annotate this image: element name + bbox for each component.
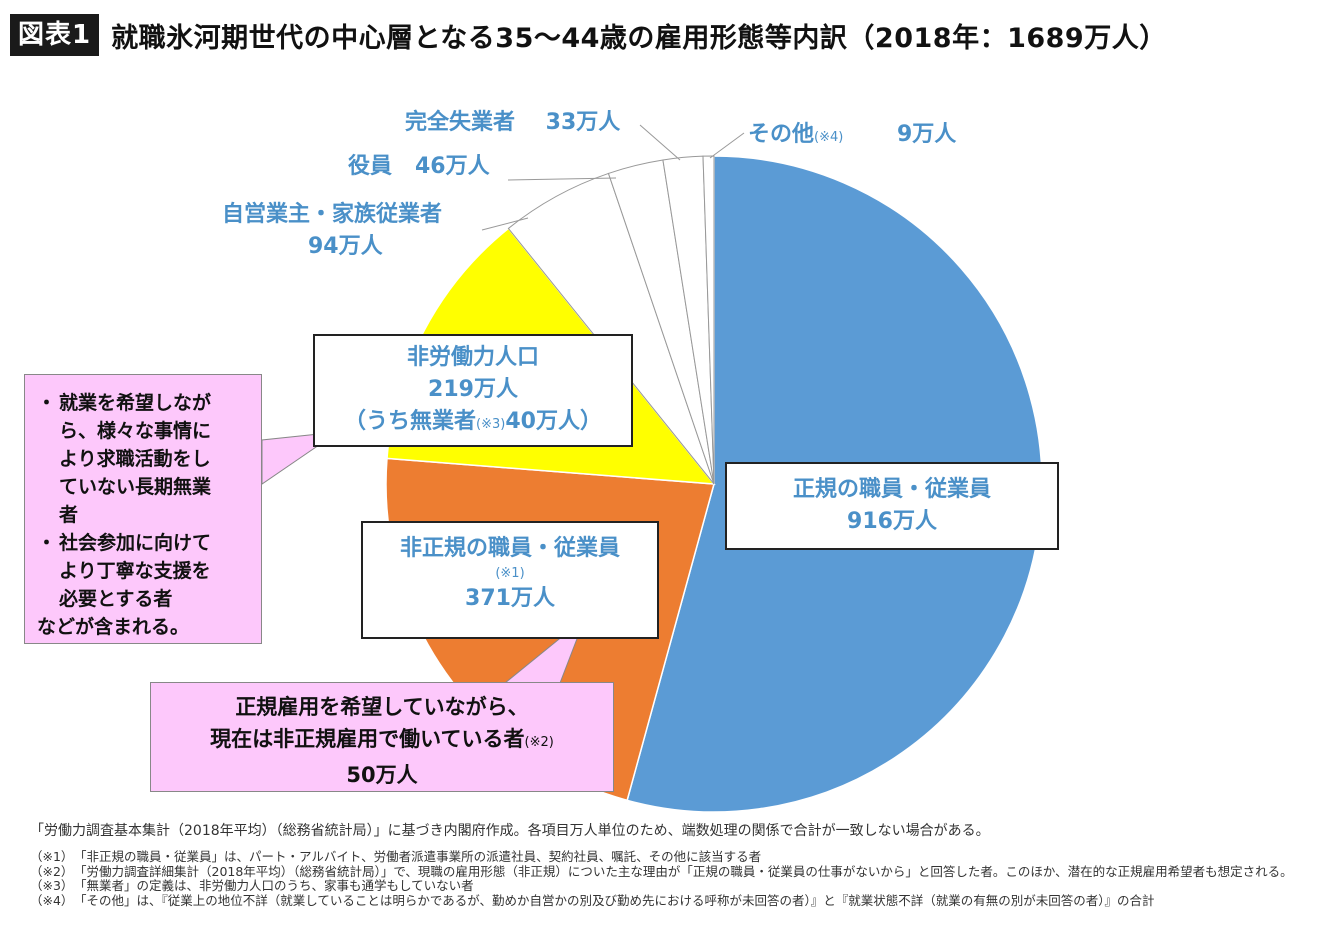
callout-left-tail: などが含まれる。 <box>37 616 190 638</box>
footnote-text: 「非正規の職員・従業員」は、パート・アルバイト、労働者派遣事業所の派遣社員、契約… <box>74 849 762 864</box>
source-note: 「労働力調査基本集計（2018年平均）（総務省統計局）」に基づき内閣府作成。各項… <box>30 823 990 839</box>
footnote-mark: （※4） <box>30 892 74 908</box>
footnote-1: （※1） 「非正規の職員・従業員」は、パート・アルバイト、労働者派遣事業所の派遣社… <box>30 849 1330 865</box>
leader-line-shitsugyo <box>639 124 681 161</box>
callout-bottom-line2-text: 現在は非正規雇用で働いている者 <box>210 727 525 751</box>
callout-left-line: 者 <box>59 504 79 526</box>
callout-left: ・ 就業を希望しなが ら、様々な事情に より求職活動をし ていない長期無業 者 … <box>24 374 262 644</box>
footnote-mark: （※3） <box>30 878 74 893</box>
label-yakuin-name: 役員 <box>348 154 393 179</box>
footnotes: 「労働力調査基本集計（2018年平均）（総務省統計局）」に基づき内閣府作成。各項… <box>30 820 1330 908</box>
label-hirodo-sub: （うち無業者(※3)40万人） <box>315 406 631 441</box>
label-box-hirodo: 非労働力人口 219万人 （うち無業者(※3)40万人） <box>313 334 633 447</box>
label-jieigyo-value-wrap: 94万人 <box>308 228 383 260</box>
label-hiseiki-name: 非正規の職員・従業員 <box>399 536 620 561</box>
callout-bottom-line1: 正規雇用を希望していながら、 <box>235 695 529 719</box>
callout-left-line: より丁寧な支援を <box>59 560 211 582</box>
label-hirodo-sub-label: （うち無業者 <box>344 409 477 434</box>
callout-bottom-note: (※2) <box>524 735 554 750</box>
bullet-dot: ・ <box>37 532 57 554</box>
callout-bottom-line3: 50万人 <box>346 763 418 787</box>
footnote-3: （※3） 「無業者」の定義は、非労働力人口のうち、家事も通学もしていない者 <box>30 878 1330 894</box>
label-hirodo-name: 非労働力人口 <box>406 345 539 370</box>
label-jieigyo-value: 94万人 <box>308 234 383 259</box>
chart-title: 就職氷河期世代の中心層となる35〜44歳の雇用形態等内訳（2018年：1689万… <box>111 22 1167 54</box>
label-kanzen-shitsugyo-value: 33万人 <box>545 110 621 135</box>
label-seiki-value: 916万人 <box>847 509 937 534</box>
callout-left-bullet-2: ・ 社会参加に向けて より丁寧な支援を 必要とする者 <box>37 529 253 613</box>
leader-line-yakuin <box>507 177 617 181</box>
leader-line-sonota <box>709 132 745 159</box>
label-sonota-name: その他 <box>748 122 815 147</box>
label-hirodo-sub-value: 40万人） <box>505 409 602 434</box>
callout-left-bullet-1: ・ 就業を希望しなが ら、様々な事情に より求職活動をし ていない長期無業 者 <box>37 389 253 529</box>
footnote-4: （※4） 「その他」は、『従業上の地位不詳（就業していることは明らかであるが、勤め… <box>30 892 1330 909</box>
footnote-text: 「その他」は、『従業上の地位不詳（就業していることは明らかであるが、勤めか自営か… <box>74 892 1155 908</box>
callout-left-line: 社会参加に向けて <box>59 532 212 554</box>
footnote-text: 「労働力調査詳細集計（2018年平均）（総務省統計局）」で、現職の雇用形態（非正… <box>74 863 1293 879</box>
callout-left-line: 必要とする者 <box>59 588 173 610</box>
leader-lines <box>481 124 745 231</box>
label-jieigyo-name: 自営業主・家族従業者 <box>222 202 443 227</box>
label-sonota-note: (※4) <box>814 130 844 145</box>
label-box-hiseiki: 非正規の職員・従業員 (※1) 371万人 <box>361 521 659 639</box>
label-hirodo-sub-note: (※3) <box>476 417 506 432</box>
label-hirodo-value: 219万人 <box>428 377 518 402</box>
label-yakuin-value: 46万人 <box>415 154 490 179</box>
label-box-seiki: 正規の職員・従業員 916万人 <box>725 462 1059 550</box>
footnote-mark: （※1） <box>30 849 74 864</box>
bullet-dot: ・ <box>37 392 57 414</box>
footnote-text: 「無業者」の定義は、非労働力人口のうち、家事も通学もしていない者 <box>74 878 474 893</box>
callout-left-line: ていない長期無業 <box>59 476 212 498</box>
pie-slice-6 <box>702 155 715 485</box>
label-hiseiki-value: 371万人 <box>465 586 555 611</box>
label-kanzen-shitsugyo-name: 完全失業者 <box>405 110 516 135</box>
callout-bottom-line2: 現在は非正規雇用で働いている者(※2) <box>151 723 613 759</box>
label-jieigyo: 自営業主・家族従業者 <box>222 196 442 228</box>
label-sonota-value: 9万人 <box>896 122 957 147</box>
callout-left-line: 就業を希望しなが <box>59 392 212 414</box>
leader-line-jieigyo <box>481 217 529 231</box>
label-yakuin: 役員 46万人 <box>348 148 490 180</box>
label-hiseiki-note: (※1) <box>495 566 525 581</box>
label-seiki-name: 正規の職員・従業員 <box>792 477 991 502</box>
label-sonota: その他(※4) 9万人 <box>748 116 956 148</box>
title-row: 図表1 就職氷河期世代の中心層となる35〜44歳の雇用形態等内訳（2018年：1… <box>10 12 1167 58</box>
callout-left-line: より求職活動をし <box>59 448 211 470</box>
footnote-2: （※2） 「労働力調査詳細集計（2018年平均）（総務省統計局）」で、現職の雇用形… <box>30 863 1330 880</box>
label-kanzen-shitsugyo: 完全失業者 33万人 <box>405 104 620 136</box>
callout-left-line: ら、様々な事情に <box>59 420 212 442</box>
figure-tag: 図表1 <box>10 14 100 56</box>
footnote-mark: （※2） <box>30 863 74 879</box>
callout-bottom: 正規雇用を希望していながら、 現在は非正規雇用で働いている者(※2) 50万人 <box>150 682 614 792</box>
